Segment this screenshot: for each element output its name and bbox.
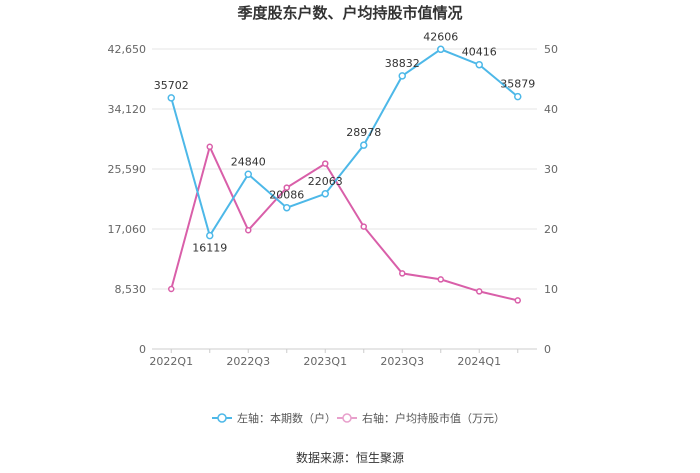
data-point-left[interactable]	[360, 141, 368, 149]
data-point-right[interactable]	[360, 223, 367, 230]
right-tick-label: 20	[544, 223, 558, 236]
data-point-left[interactable]	[514, 92, 522, 101]
legend-label-left: 左轴：本期数（户）	[237, 411, 336, 425]
series-layer: 35702 16119 24840 20086 22063 28978 38832 42606…	[154, 30, 535, 304]
x-tick-label: 2023Q3	[380, 355, 424, 368]
x-tick-label: 2024Q1	[457, 355, 501, 368]
data-point-right[interactable]	[245, 226, 252, 234]
left-tick-label: 34,120	[108, 103, 147, 116]
data-point-right[interactable]	[206, 143, 213, 151]
data-label: 24840	[231, 155, 266, 168]
legend-item-right[interactable]: 右轴：户均持股市值（万元）	[337, 411, 505, 425]
x-axis: 2022Q1 2022Q3 2023Q1 2023Q3 2024Q1	[149, 349, 519, 368]
right-tick-label: 40	[544, 103, 558, 116]
data-point-left[interactable]	[437, 45, 445, 54]
data-point-left[interactable]	[321, 190, 329, 198]
left-tick-label: 0	[139, 343, 146, 356]
left-tick-label: 8,530	[115, 283, 147, 296]
data-label: 22063	[308, 175, 343, 188]
x-tick-label: 2023Q1	[303, 355, 347, 368]
data-point-left[interactable]	[398, 72, 406, 80]
data-point-left[interactable]	[244, 170, 252, 179]
data-point-left[interactable]	[475, 60, 483, 69]
right-tick-label: 10	[544, 283, 558, 296]
x-tick-label: 2022Q3	[226, 355, 270, 368]
grid-lines	[152, 48, 537, 350]
legend-label-right: 右轴：户均持股市值（万元）	[362, 411, 505, 425]
series-line-left	[170, 48, 519, 239]
x-tick-label: 2022Q1	[149, 355, 193, 368]
chart-title: 季度股东户数、户均持股市值情况	[237, 4, 462, 22]
right-tick-label: 50	[544, 43, 558, 56]
data-label: 40416	[462, 46, 497, 59]
data-label: 35879	[500, 78, 535, 91]
data-point-left[interactable]	[167, 94, 175, 102]
series-line-right	[170, 143, 518, 302]
data-point-right[interactable]	[399, 270, 406, 277]
data-point-right[interactable]	[322, 160, 329, 167]
data-label: 38832	[385, 57, 420, 70]
left-tick-label: 25,590	[108, 163, 147, 176]
data-point-right[interactable]	[168, 285, 175, 293]
data-point-left[interactable]	[283, 203, 291, 212]
data-point-left[interactable]	[206, 231, 214, 240]
data-point-right[interactable]	[476, 288, 483, 295]
source-text: 数据来源：恒生聚源	[296, 450, 404, 465]
left-axis: 0 8,530 17,060 25,590 34,120 42,650	[108, 43, 147, 356]
data-label: 16119	[192, 242, 227, 255]
data-point-right[interactable]	[437, 276, 444, 283]
right-tick-label: 30	[544, 163, 558, 176]
data-label: 20086	[269, 189, 304, 202]
data-point-right[interactable]	[283, 184, 290, 191]
legend: 左轴：本期数（户） 右轴：户均持股市值（万元）	[212, 411, 505, 425]
right-axis: 0 10 20 30 40 50	[544, 43, 558, 356]
left-tick-label: 42,650	[108, 43, 147, 56]
data-label: 28978	[346, 126, 381, 139]
data-label: 35702	[154, 79, 189, 92]
data-label: 42606	[423, 30, 458, 43]
right-tick-label: 0	[544, 343, 551, 356]
legend-item-left[interactable]: 左轴：本期数（户）	[212, 411, 336, 425]
data-point-right[interactable]	[514, 297, 521, 304]
left-tick-label: 17,060	[108, 223, 147, 236]
